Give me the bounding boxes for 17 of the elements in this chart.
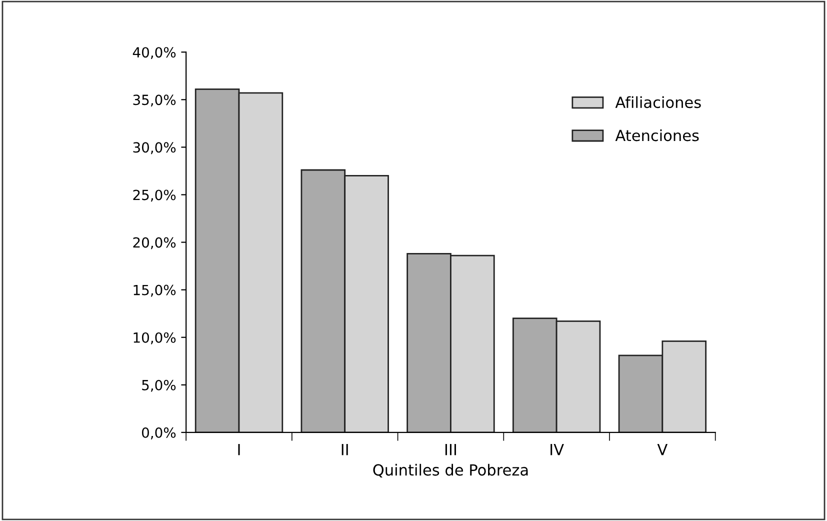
y-tick-label: 10,0% xyxy=(134,332,176,344)
x-tick-label: V xyxy=(657,444,668,456)
y-tick-label: 15,0% xyxy=(134,284,176,297)
y-tick-label: 20,0% xyxy=(133,237,176,250)
y-tick-label: 25,0% xyxy=(133,190,176,202)
x-tick-label: II xyxy=(342,444,348,456)
x-tick-label: IV xyxy=(550,444,564,456)
y-tick-label: 0,0% xyxy=(142,427,176,440)
x-axis-title: Quintiles de Pobreza xyxy=(373,464,528,478)
y-tick-label: 5,0% xyxy=(142,380,176,392)
y-tick-label: 30,0% xyxy=(133,142,176,154)
x-tick-label: III xyxy=(445,444,456,456)
x-tick-label: I xyxy=(238,444,240,456)
legend-label: Afiliaciones xyxy=(615,96,701,108)
legend-label: Atenciones xyxy=(615,129,699,142)
y-tick-label: 40,0% xyxy=(132,47,176,59)
y-tick-label: 35,0% xyxy=(133,94,176,107)
